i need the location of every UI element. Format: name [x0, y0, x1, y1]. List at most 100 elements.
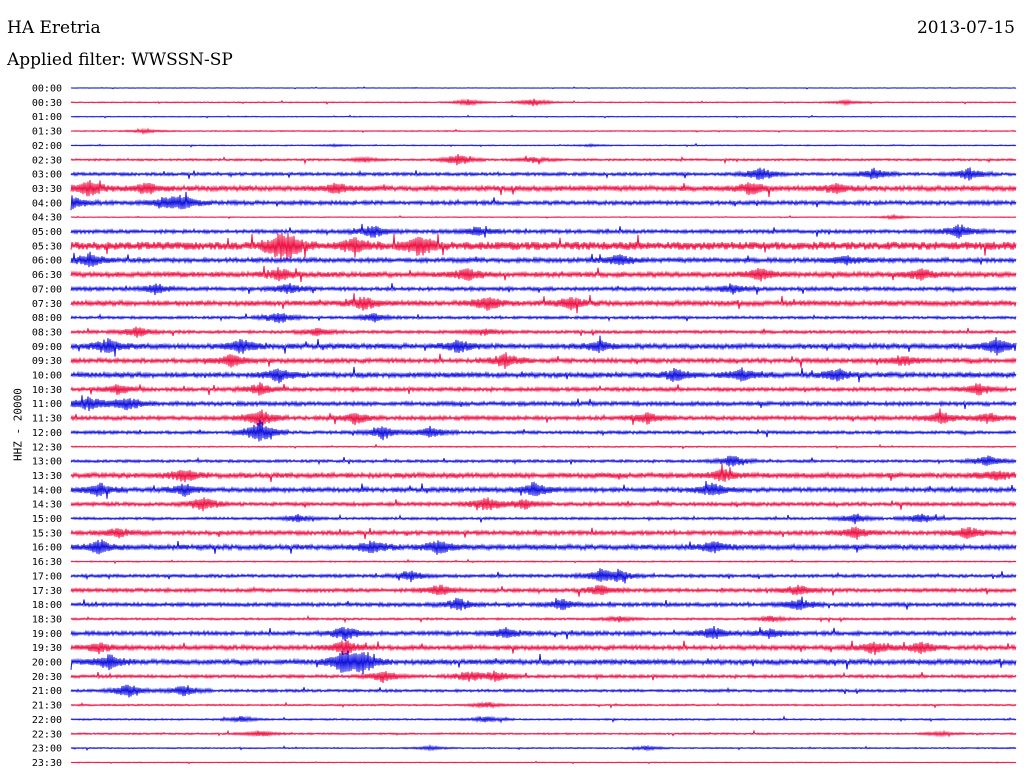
trace-1900	[70, 626, 1017, 641]
time-tick-label: 07:30	[32, 299, 62, 310]
time-tick-label: 20:00	[32, 658, 62, 669]
time-tick-label: 22:30	[32, 729, 62, 740]
time-tick-label: 15:00	[32, 514, 62, 525]
trace-1000	[70, 366, 1017, 384]
time-tick-label: 02:00	[32, 141, 62, 152]
trace-1400	[70, 481, 1017, 499]
time-tick-label: 16:00	[32, 543, 62, 554]
trace-0930	[70, 352, 1017, 370]
time-tick-label: 04:30	[32, 213, 62, 224]
time-tick-label: 11:30	[32, 414, 62, 425]
station-name: HA Eretria	[7, 18, 101, 38]
time-tick-label: 06:30	[32, 270, 62, 281]
trace-1330	[70, 463, 1017, 483]
trace-0430	[70, 213, 1017, 221]
time-tick-label: 21:30	[32, 701, 62, 712]
trace-2100	[70, 684, 1017, 698]
time-tick-label: 09:00	[32, 342, 62, 353]
time-tick-label: 13:30	[32, 471, 62, 482]
trace-0730	[70, 293, 1017, 314]
time-tick-label: 05:30	[32, 241, 62, 252]
time-tick-label: 06:00	[32, 256, 62, 267]
time-tick-label: 15:30	[32, 528, 62, 539]
trace-0700	[70, 283, 1017, 296]
trace-0330	[70, 180, 1017, 197]
time-tick-label: 12:30	[32, 442, 62, 453]
trace-1030	[70, 382, 1017, 396]
trace-2030	[70, 670, 1017, 684]
trace-0200	[70, 142, 1017, 148]
trace-1630	[70, 558, 1017, 565]
time-tick-label: 16:30	[32, 557, 62, 568]
time-tick-label: 19:00	[32, 629, 62, 640]
trace-1600	[70, 539, 1017, 555]
time-tick-label: 23:30	[32, 758, 62, 769]
time-tick-label: 14:00	[32, 485, 62, 496]
trace-2230	[70, 729, 1017, 738]
trace-1230	[70, 443, 1017, 450]
trace-0600	[70, 251, 1017, 268]
time-tick-label: 00:00	[32, 84, 62, 95]
time-tick-label: 17:00	[32, 571, 62, 582]
trace-0030	[70, 98, 1017, 107]
trace-1500	[70, 513, 1017, 525]
trace-1730	[70, 584, 1017, 597]
trace-2130	[70, 701, 1017, 710]
trace-1300	[70, 455, 1017, 467]
trace-1530	[70, 526, 1017, 540]
trace-2200	[70, 715, 1017, 724]
trace-0530	[70, 232, 1017, 260]
time-tick-label: 08:30	[32, 327, 62, 338]
time-tick-label: 09:30	[32, 356, 62, 367]
time-tick-label: 05:00	[32, 227, 62, 238]
applied-filter: Applied filter: WWSSN-SP	[7, 50, 233, 70]
time-tick-label: 02:30	[32, 155, 62, 166]
time-tick-label: 10:00	[32, 371, 62, 382]
trace-0400	[70, 191, 1017, 211]
time-tick-label: 01:00	[32, 112, 62, 123]
time-tick-label: 04:00	[32, 198, 62, 209]
trace-2330	[70, 760, 1017, 765]
trace-1700	[70, 568, 1017, 584]
trace-1930	[70, 639, 1017, 656]
time-tick-label: 08:00	[32, 313, 62, 324]
trace-1100	[70, 395, 1017, 412]
trace-0130	[70, 127, 1017, 136]
time-tick-label: 03:00	[32, 170, 62, 181]
trace-0900	[70, 335, 1017, 357]
record-date: 2013-07-15	[916, 18, 1015, 38]
time-tick-label: 00:30	[32, 98, 62, 109]
trace-2000	[70, 650, 1017, 675]
trace-0500	[70, 223, 1017, 239]
time-tick-label: 01:30	[32, 127, 62, 138]
trace-1830	[70, 614, 1017, 624]
trace-2300	[70, 743, 1017, 752]
trace-0100	[70, 114, 1017, 119]
time-tick-label: 13:00	[32, 457, 62, 468]
trace-0800	[70, 312, 1017, 324]
trace-0630	[70, 265, 1017, 283]
time-tick-label: 23:00	[32, 744, 62, 755]
time-tick-label: 21:00	[32, 686, 62, 697]
trace-1430	[70, 497, 1017, 512]
time-tick-label: 19:30	[32, 643, 62, 654]
time-tick-label: 07:00	[32, 284, 62, 295]
trace-0230	[70, 153, 1017, 166]
trace-0830	[70, 326, 1017, 338]
trace-1200	[70, 419, 1017, 442]
time-tick-label: 10:30	[32, 385, 62, 396]
trace-0300	[70, 167, 1017, 181]
time-tick-label: 12:00	[32, 428, 62, 439]
time-tick-label: 03:30	[32, 184, 62, 195]
time-tick-label: 11:00	[32, 399, 62, 410]
trace-1130	[70, 408, 1017, 427]
time-tick-label: 17:30	[32, 586, 62, 597]
trace-1800	[70, 596, 1017, 611]
trace-0000	[70, 86, 1017, 90]
time-tick-label: 20:30	[32, 672, 62, 683]
time-tick-label: 14:30	[32, 500, 62, 511]
time-tick-label: 18:00	[32, 600, 62, 611]
time-tick-label: 18:30	[32, 614, 62, 625]
time-tick-label: 22:00	[32, 715, 62, 726]
